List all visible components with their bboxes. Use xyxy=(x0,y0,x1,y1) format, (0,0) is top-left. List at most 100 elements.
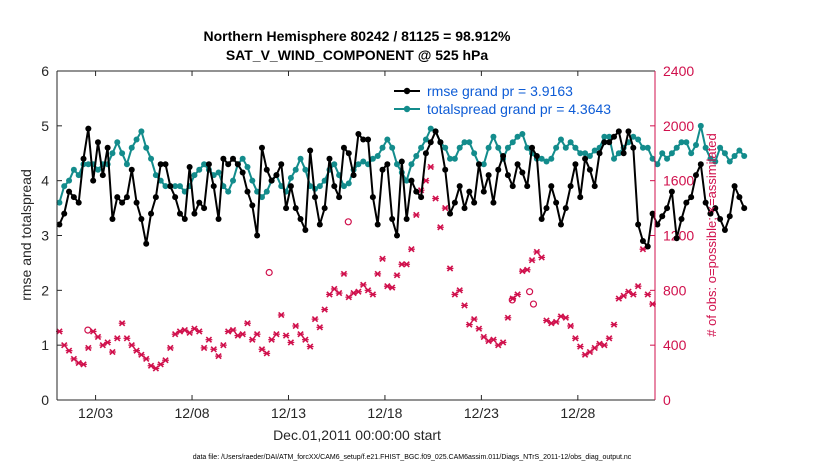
right-axis: 0 400 800 1200 1600 2000 2400 xyxy=(650,63,694,408)
totalspread-point xyxy=(668,150,675,157)
totalspread-point xyxy=(263,188,270,195)
obs-point xyxy=(292,322,300,330)
totalspread-point xyxy=(692,142,699,149)
obs-point xyxy=(451,291,459,298)
obs-point xyxy=(157,361,165,368)
obs-point xyxy=(470,315,478,323)
totalspread-point xyxy=(524,144,531,151)
totalspread-point xyxy=(591,147,598,154)
obs-point xyxy=(60,342,68,349)
rmse-point xyxy=(639,237,646,244)
rmse-point xyxy=(615,128,622,135)
obs-possible-point xyxy=(529,300,538,308)
obs-point xyxy=(306,343,314,350)
totalspread-point xyxy=(66,177,73,184)
rmse-point xyxy=(673,235,680,242)
obs-point xyxy=(109,348,116,356)
obs-point xyxy=(84,344,92,352)
obs-point xyxy=(205,336,213,343)
obs-point xyxy=(200,344,208,352)
rmse-point xyxy=(355,131,362,138)
rmse-point xyxy=(538,216,545,223)
rmse-point xyxy=(239,169,246,176)
totalspread-point xyxy=(447,155,454,162)
totalspread-point xyxy=(403,177,410,184)
obs-point xyxy=(591,344,599,352)
rmse-point xyxy=(553,199,560,206)
rmse-point xyxy=(485,172,492,179)
obs-point xyxy=(162,357,169,364)
totalspread-point xyxy=(504,144,511,151)
totalspread-point xyxy=(726,158,733,165)
rmse-point xyxy=(186,163,193,170)
rmse-point xyxy=(697,161,704,168)
obs-point xyxy=(113,335,121,342)
totalspread-point xyxy=(557,136,564,143)
rmse-point xyxy=(244,188,251,195)
obs-point xyxy=(244,320,251,327)
rmse-point xyxy=(601,139,608,146)
totalspread-point xyxy=(639,144,646,151)
obs-point xyxy=(263,350,271,357)
rmse-point xyxy=(466,188,473,195)
data-file-footnote: data file: /Users/raeder/DAI/ATM_forcXX/… xyxy=(193,454,632,461)
totalspread-point xyxy=(688,150,695,157)
totalspread-point xyxy=(466,139,473,146)
totalspread-point xyxy=(162,183,169,190)
totalspread-point xyxy=(615,150,622,157)
x-tick-label: 12/18 xyxy=(367,405,402,421)
rmse-point xyxy=(389,216,396,223)
right-tick-label: 800 xyxy=(663,282,687,298)
rmse-point xyxy=(258,144,265,151)
obs-point xyxy=(316,324,324,331)
obs-point xyxy=(104,339,112,346)
totalspread-point xyxy=(490,133,497,140)
x-tick-label: 12/28 xyxy=(560,405,595,421)
totalspread-point xyxy=(389,144,396,151)
totalspread-point xyxy=(480,161,487,168)
obs-point xyxy=(215,352,222,360)
obs-point xyxy=(287,339,295,346)
rmse-point xyxy=(196,199,203,206)
obs-point xyxy=(248,336,256,343)
rmse-point xyxy=(350,172,357,179)
totalspread-point xyxy=(659,150,666,157)
obs-point xyxy=(282,332,290,339)
totalspread-point xyxy=(707,155,714,162)
obs-possible-point xyxy=(84,326,92,334)
rmse-point xyxy=(119,199,126,206)
obs-point xyxy=(403,261,411,268)
totalspread-point xyxy=(582,150,589,157)
obs-point xyxy=(639,246,647,253)
rmse-point xyxy=(278,161,285,168)
totalspread-point xyxy=(601,133,608,140)
totalspread-point xyxy=(495,144,502,151)
rmse-point xyxy=(668,188,675,195)
rmse-point xyxy=(509,183,516,190)
obs-point xyxy=(408,246,415,253)
chart-title: Northern Hemisphere 80242 / 81125 = 98.9… xyxy=(203,28,511,44)
rmse-point xyxy=(133,199,140,206)
rmse-point xyxy=(702,199,709,206)
totalspread-point xyxy=(519,131,526,138)
rmse-point xyxy=(418,194,425,201)
rmse-point xyxy=(731,183,738,190)
obs-point xyxy=(581,351,589,358)
obs-point xyxy=(137,351,145,358)
rmse-point xyxy=(254,232,261,239)
obs-possible-point xyxy=(344,218,352,226)
rmse-point xyxy=(321,205,328,212)
obs-point xyxy=(219,342,227,349)
totalspread-point xyxy=(413,152,420,159)
totalspread-point xyxy=(606,133,613,140)
rmse-point xyxy=(717,216,724,223)
obs-point xyxy=(253,331,261,338)
totalspread-point xyxy=(316,183,323,190)
left-tick-label: 0 xyxy=(41,392,49,408)
rmse-point xyxy=(557,221,564,228)
totalspread-point xyxy=(123,161,130,168)
rmse-point xyxy=(66,188,73,195)
totalspread-point xyxy=(553,144,560,151)
obs-point xyxy=(94,333,102,341)
